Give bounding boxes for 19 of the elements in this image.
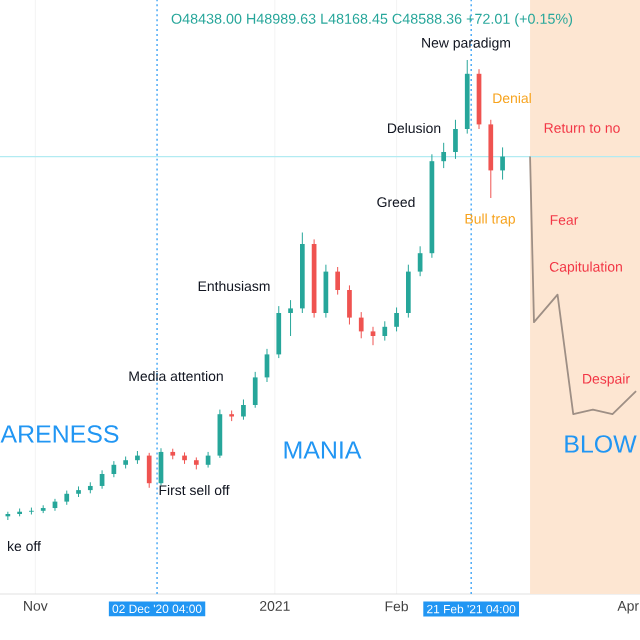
candlestick xyxy=(241,398,246,421)
candlestick xyxy=(252,371,258,409)
annotation: ARENESS xyxy=(0,425,119,443)
candlestick xyxy=(382,320,388,342)
candlestick xyxy=(500,146,505,181)
candlestick xyxy=(335,266,341,296)
candlestick xyxy=(405,264,411,319)
candlestick xyxy=(394,306,399,332)
candlestick xyxy=(370,326,376,346)
candlestick xyxy=(453,119,458,160)
candlestick xyxy=(441,142,447,169)
candlestick xyxy=(347,284,352,325)
candlestick xyxy=(146,452,152,489)
annotation: MANIA xyxy=(284,441,362,459)
annotation: BLOW xyxy=(565,435,637,453)
candlestick xyxy=(288,299,293,337)
candlestick xyxy=(488,119,494,199)
candlestick xyxy=(276,305,282,359)
candlestick xyxy=(358,311,364,339)
